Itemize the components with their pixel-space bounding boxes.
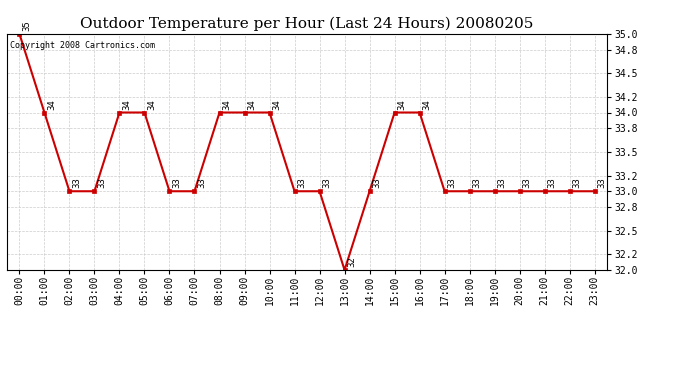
Text: 33: 33	[473, 178, 482, 189]
Text: 34: 34	[397, 99, 406, 110]
Text: 34: 34	[122, 99, 131, 110]
Text: 34: 34	[273, 99, 282, 110]
Text: 35: 35	[22, 20, 31, 31]
Text: 34: 34	[47, 99, 56, 110]
Text: 34: 34	[247, 99, 256, 110]
Text: 33: 33	[547, 178, 556, 189]
Text: 34: 34	[222, 99, 231, 110]
Text: 33: 33	[497, 178, 506, 189]
Text: 33: 33	[297, 178, 306, 189]
Text: 33: 33	[72, 178, 81, 189]
Text: 33: 33	[573, 178, 582, 189]
Text: 34: 34	[422, 99, 431, 110]
Text: 32: 32	[347, 256, 356, 267]
Title: Outdoor Temperature per Hour (Last 24 Hours) 20080205: Outdoor Temperature per Hour (Last 24 Ho…	[80, 17, 534, 31]
Text: 33: 33	[197, 178, 206, 189]
Text: 34: 34	[147, 99, 156, 110]
Text: Copyright 2008 Cartronics.com: Copyright 2008 Cartronics.com	[10, 41, 155, 50]
Text: 33: 33	[598, 178, 607, 189]
Text: 33: 33	[522, 178, 531, 189]
Text: 33: 33	[172, 178, 181, 189]
Text: 33: 33	[373, 178, 382, 189]
Text: 33: 33	[97, 178, 106, 189]
Text: 33: 33	[322, 178, 331, 189]
Text: 33: 33	[447, 178, 456, 189]
